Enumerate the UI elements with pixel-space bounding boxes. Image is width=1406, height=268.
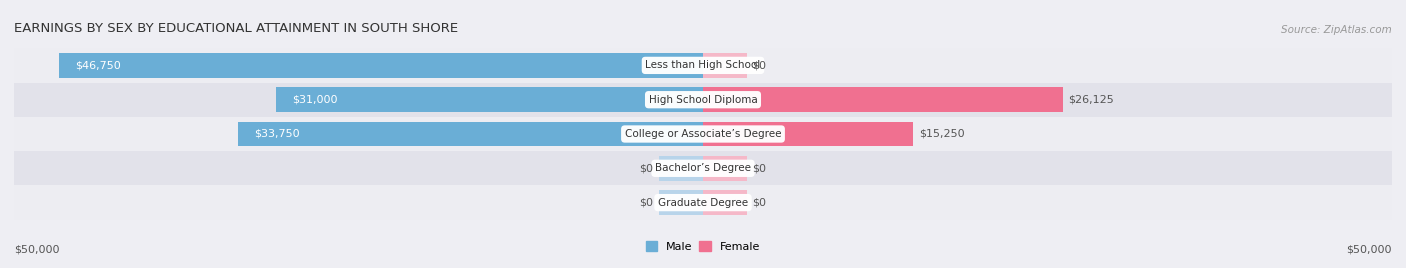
Text: $0: $0 — [640, 163, 654, 173]
Bar — [703, 156, 747, 181]
Bar — [659, 156, 703, 181]
Bar — [703, 87, 1063, 112]
Text: $46,750: $46,750 — [76, 60, 121, 70]
Bar — [703, 53, 747, 78]
Text: $33,750: $33,750 — [254, 129, 299, 139]
Bar — [14, 151, 1392, 185]
Text: Less than High School: Less than High School — [645, 60, 761, 70]
Bar — [276, 87, 703, 112]
Text: Source: ZipAtlas.com: Source: ZipAtlas.com — [1281, 24, 1392, 35]
Text: EARNINGS BY SEX BY EDUCATIONAL ATTAINMENT IN SOUTH SHORE: EARNINGS BY SEX BY EDUCATIONAL ATTAINMEN… — [14, 21, 458, 35]
Legend: Male, Female: Male, Female — [647, 241, 759, 252]
Text: $0: $0 — [752, 60, 766, 70]
Text: Graduate Degree: Graduate Degree — [658, 198, 748, 208]
Bar — [703, 122, 912, 146]
Bar — [59, 53, 703, 78]
Bar — [14, 185, 1392, 220]
Text: College or Associate’s Degree: College or Associate’s Degree — [624, 129, 782, 139]
Bar — [14, 83, 1392, 117]
Bar — [703, 190, 747, 215]
Text: $50,000: $50,000 — [14, 245, 59, 255]
Text: $0: $0 — [752, 163, 766, 173]
Text: $26,125: $26,125 — [1069, 95, 1114, 105]
Text: $50,000: $50,000 — [1347, 245, 1392, 255]
Text: $0: $0 — [640, 198, 654, 208]
Text: High School Diploma: High School Diploma — [648, 95, 758, 105]
Text: $15,250: $15,250 — [918, 129, 965, 139]
Text: Bachelor’s Degree: Bachelor’s Degree — [655, 163, 751, 173]
Text: $31,000: $31,000 — [292, 95, 337, 105]
Bar — [14, 48, 1392, 83]
Bar — [14, 117, 1392, 151]
Bar — [659, 190, 703, 215]
Bar — [238, 122, 703, 146]
Text: $0: $0 — [752, 198, 766, 208]
